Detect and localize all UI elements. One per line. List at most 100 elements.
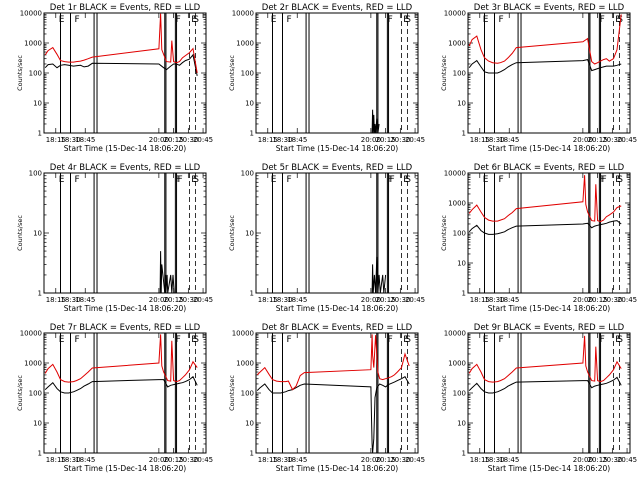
events-series-line — [468, 376, 622, 394]
events-series-line — [468, 220, 622, 235]
events-series-line — [159, 251, 175, 294]
y-tick-label: 10 — [33, 230, 42, 238]
x-tick-label: 18:45 — [75, 296, 95, 304]
y-tick-label: 1 — [38, 290, 42, 298]
plot-frame — [255, 332, 419, 454]
marker-label: F — [388, 15, 393, 25]
events-series-line — [371, 256, 387, 294]
marker-label: E — [191, 175, 197, 185]
y-axis-label: Counts/sec — [228, 375, 236, 411]
x-tick-label: 18:45 — [75, 456, 95, 464]
y-tick-label: 10000 — [232, 10, 254, 18]
y-tick-label: 10000 — [232, 330, 254, 338]
x-tick-label: 20:00 — [149, 136, 169, 144]
marker-label: S — [193, 15, 199, 25]
x-tick-label: 18:30 — [484, 136, 504, 144]
marker-label: F — [286, 335, 291, 345]
marker-label: E — [615, 15, 621, 25]
y-tick-label: 10 — [245, 420, 254, 428]
x-tick-label: 20:45 — [193, 136, 213, 144]
x-tick-label: 20:30 — [602, 136, 622, 144]
marker-label: F — [176, 15, 181, 25]
marker-label: F — [498, 175, 503, 185]
y-axis-label: Counts/sec — [440, 55, 448, 91]
panel-title: Det 2r BLACK = Events, RED = LLD — [262, 3, 413, 13]
x-tick-label: 20:30 — [178, 456, 198, 464]
lld-series-line — [468, 335, 622, 383]
x-tick-label: 20:00 — [573, 296, 593, 304]
y-tick-label: 10000 — [444, 170, 466, 178]
marker-label: S — [193, 175, 199, 185]
y-tick-label: 10 — [457, 420, 466, 428]
marker-label: E — [59, 335, 65, 345]
x-tick-label: 20:45 — [405, 456, 425, 464]
x-axis-label: Start Time (15-Dec-14 18:06:20) — [276, 304, 398, 313]
marker-label: F — [176, 175, 181, 185]
y-axis-label: Counts/sec — [440, 215, 448, 251]
marker-label: F — [74, 335, 79, 345]
x-tick-label: 20:00 — [361, 136, 381, 144]
x-tick-label: 18:15 — [258, 456, 278, 464]
x-tick-label: 18:15 — [470, 296, 490, 304]
y-tick-label: 1000 — [448, 360, 466, 368]
x-tick-label: 20:15 — [376, 296, 396, 304]
x-axis-label: Start Time (15-Dec-14 18:06:20) — [488, 464, 610, 473]
x-tick-label: 20:15 — [588, 296, 608, 304]
y-tick-label: 1 — [250, 130, 254, 138]
y-tick-label: 10000 — [20, 330, 42, 338]
y-tick-label: 10 — [457, 260, 466, 268]
plot-frame — [467, 332, 631, 454]
x-tick-label: 20:30 — [178, 136, 198, 144]
x-tick-label: 20:45 — [193, 456, 213, 464]
y-tick-label: 100 — [29, 170, 42, 178]
x-axis-label: Start Time (15-Dec-14 18:06:20) — [276, 144, 398, 153]
x-axis-label: Start Time (15-Dec-14 18:06:20) — [488, 304, 610, 313]
events-series-line — [44, 375, 198, 394]
lld-series-line — [44, 13, 198, 74]
y-tick-label: 100 — [453, 230, 466, 238]
plot-frame — [467, 172, 631, 294]
y-axis-label: Counts/sec — [228, 55, 236, 91]
y-tick-label: 10 — [245, 100, 254, 108]
y-axis-label: Counts/sec — [16, 55, 24, 91]
x-tick-label: 20:45 — [193, 296, 213, 304]
marker-label: S — [617, 175, 623, 185]
x-tick-label: 20:45 — [617, 136, 637, 144]
x-tick-label: 20:00 — [361, 296, 381, 304]
x-tick-label: 18:45 — [75, 136, 95, 144]
marker-label: E — [403, 175, 409, 185]
x-tick-label: 18:30 — [484, 296, 504, 304]
x-tick-label: 18:15 — [46, 296, 66, 304]
x-tick-label: 20:00 — [573, 136, 593, 144]
x-tick-label: 20:15 — [376, 456, 396, 464]
panel-title: Det 1r BLACK = Events, RED = LLD — [50, 3, 201, 13]
marker-label: F — [600, 335, 605, 345]
marker-label: E — [271, 335, 277, 345]
marker-label: E — [191, 15, 197, 25]
x-axis-label: Start Time (15-Dec-14 18:06:20) — [488, 144, 610, 153]
marker-label: F — [388, 335, 393, 345]
x-tick-label: 20:15 — [588, 136, 608, 144]
y-tick-label: 100 — [241, 170, 254, 178]
y-tick-label: 10 — [33, 420, 42, 428]
marker-label: F — [388, 175, 393, 185]
plot-frame — [43, 12, 207, 134]
marker-label: F — [176, 335, 181, 345]
y-tick-label: 100 — [29, 390, 42, 398]
y-tick-label: 10000 — [444, 10, 466, 18]
marker-label: E — [271, 175, 277, 185]
y-tick-label: 10 — [457, 100, 466, 108]
marker-label: S — [405, 335, 411, 345]
x-tick-label: 20:15 — [588, 456, 608, 464]
marker-label: E — [403, 15, 409, 25]
y-tick-label: 1 — [462, 290, 466, 298]
x-tick-label: 20:00 — [573, 456, 593, 464]
marker-label: E — [615, 335, 621, 345]
marker-label: E — [59, 175, 65, 185]
events-series-line — [256, 376, 410, 454]
x-axis-label: Start Time (15-Dec-14 18:06:20) — [64, 304, 186, 313]
marker-label: F — [600, 15, 605, 25]
